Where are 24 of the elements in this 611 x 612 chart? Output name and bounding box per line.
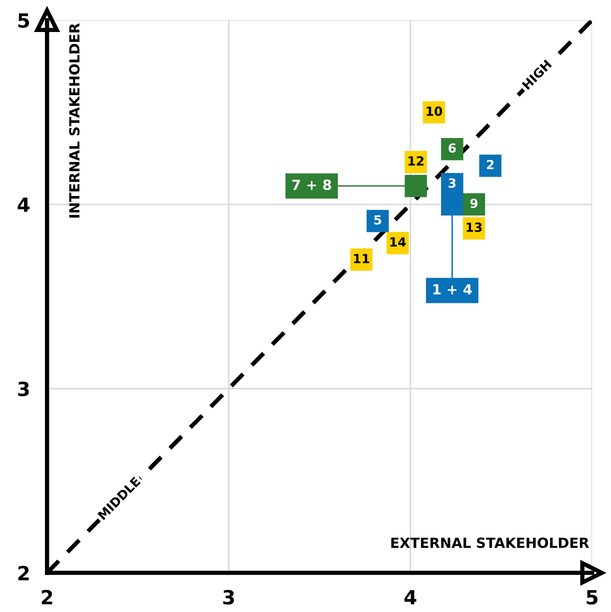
annotation: 9	[470, 198, 478, 208]
x-axis-title: EXTERNAL STAKEHOLDER	[391, 538, 590, 548]
y-tick-label: 5	[18, 13, 30, 28]
annotation: 10	[426, 106, 442, 116]
annotation: 5	[374, 215, 382, 225]
annotation: 11	[354, 254, 370, 264]
annotation: 12	[408, 156, 424, 166]
y-tick-label: 4	[18, 198, 30, 212]
x-tick-label: 5	[586, 590, 598, 605]
annotation: 14	[390, 237, 406, 247]
y-tick-label: 3	[18, 382, 29, 396]
annotation: 2	[486, 160, 494, 170]
point	[404, 174, 427, 198]
annotation: 6	[448, 143, 456, 153]
annotation: 7 + 8	[292, 180, 332, 190]
annotation: 3	[448, 178, 456, 188]
y-axis-title: INTERNAL STAKEHOLDER	[69, 23, 80, 218]
annotation: 13	[466, 222, 482, 232]
y-tick-label: 2	[18, 566, 29, 580]
x-tick-label: 4	[404, 590, 416, 604]
x-tick-label: 3	[223, 590, 234, 605]
annotation: 1 + 4	[433, 284, 472, 294]
point	[441, 193, 464, 216]
x-tick-label: 2	[42, 590, 52, 604]
